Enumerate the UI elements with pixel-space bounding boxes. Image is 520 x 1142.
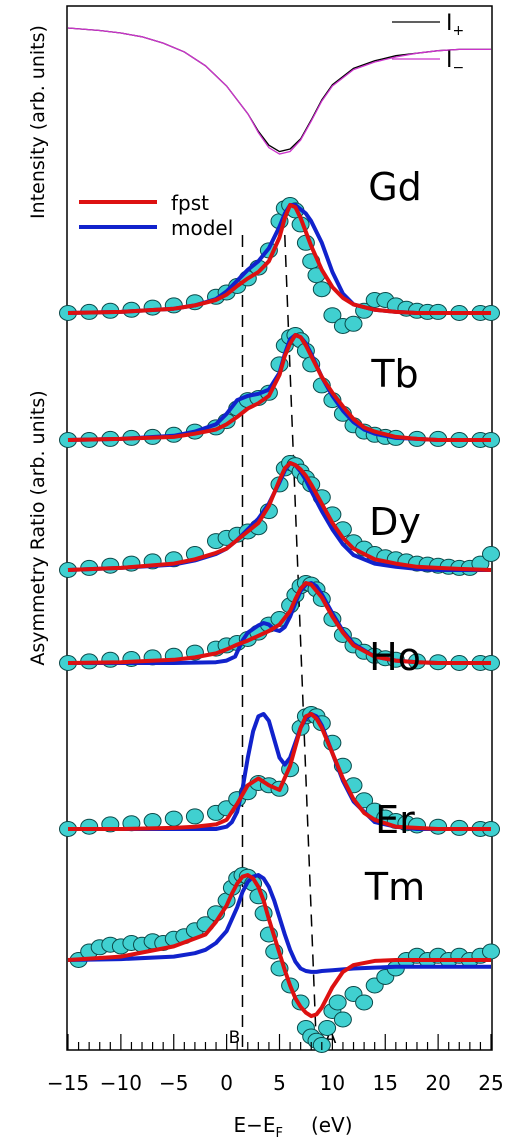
x-axis-label: E−EF (eV) bbox=[233, 1113, 352, 1141]
x-tick-label: −10 bbox=[100, 1071, 142, 1095]
x-axis: −15 −10 −5 0 5 10 15 20 25 bbox=[47, 1034, 504, 1095]
fpst-line-dy bbox=[67, 461, 492, 572]
plot-frame bbox=[66, 5, 493, 1051]
panel-dy: Dy bbox=[59, 455, 500, 578]
data-point bbox=[333, 1011, 352, 1028]
element-label-gd: Gd bbox=[368, 165, 422, 209]
panel-tm: Tm bbox=[67, 865, 500, 1053]
y-axis-label-asymmetry: Asymmetry Ratio (arb. units) bbox=[27, 390, 49, 665]
fpst-line-er bbox=[68, 712, 491, 831]
element-label-tm: Tm bbox=[364, 865, 425, 909]
fpst-line-tb bbox=[67, 333, 491, 442]
data-point bbox=[164, 810, 183, 827]
data-point bbox=[328, 994, 347, 1011]
fpst-line-gd bbox=[67, 203, 491, 315]
legend-main: fpst model bbox=[79, 191, 233, 240]
data-point bbox=[323, 307, 342, 324]
panel-ho: Ho bbox=[59, 575, 500, 679]
data-point bbox=[482, 546, 500, 562]
data-point bbox=[101, 651, 120, 668]
intensity-panel bbox=[67, 27, 491, 155]
x-tick-label: 20 bbox=[425, 1071, 450, 1095]
data-point bbox=[482, 943, 500, 960]
y-axis-label-intensity: Intensity (arb. units) bbox=[27, 25, 49, 219]
x-tick-label: 25 bbox=[478, 1071, 503, 1095]
x-tick-label: 5 bbox=[273, 1071, 286, 1095]
legend-fpst-label: fpst bbox=[171, 191, 209, 215]
legend-iplus-label: I+ bbox=[446, 11, 464, 39]
legend-iminus-label: I− bbox=[446, 48, 464, 76]
panel-gd: Gd bbox=[59, 165, 500, 334]
intensity-iplus-line bbox=[67, 27, 491, 153]
model-line-tm bbox=[67, 873, 491, 974]
data-point bbox=[312, 281, 331, 298]
x-tick-label: 0 bbox=[220, 1071, 233, 1095]
data-point bbox=[355, 994, 374, 1011]
data-point bbox=[143, 299, 162, 316]
panel-tb: Tb bbox=[59, 327, 500, 448]
x-tick-label: −15 bbox=[47, 1071, 89, 1095]
marker-label-b: B bbox=[229, 1028, 241, 1048]
data-point bbox=[318, 1020, 337, 1036]
marker-line-a bbox=[284, 234, 318, 1051]
x-tick-label: 10 bbox=[320, 1071, 345, 1095]
x-tick-label: 15 bbox=[373, 1071, 398, 1095]
asymmetry-panels: Gd Tb Dy Ho Er Tm bbox=[59, 165, 500, 1053]
intensity-iminus-line bbox=[67, 27, 491, 155]
legend-intensity: I+ I− bbox=[392, 11, 464, 76]
panel-er: Er bbox=[59, 706, 500, 842]
element-label-dy: Dy bbox=[369, 500, 421, 544]
data-point bbox=[185, 808, 204, 825]
data-point bbox=[101, 557, 120, 574]
x-tick-label: −5 bbox=[159, 1071, 188, 1095]
element-label-tb: Tb bbox=[370, 352, 418, 396]
fpst-line-tm bbox=[67, 873, 491, 1019]
legend-model-label: model bbox=[171, 216, 233, 240]
model-line-er bbox=[68, 712, 491, 831]
data-point bbox=[80, 818, 99, 835]
element-label-ho: Ho bbox=[369, 635, 421, 679]
fpst-line-ho bbox=[67, 581, 491, 665]
element-label-er: Er bbox=[375, 798, 415, 842]
data-point bbox=[344, 315, 363, 332]
